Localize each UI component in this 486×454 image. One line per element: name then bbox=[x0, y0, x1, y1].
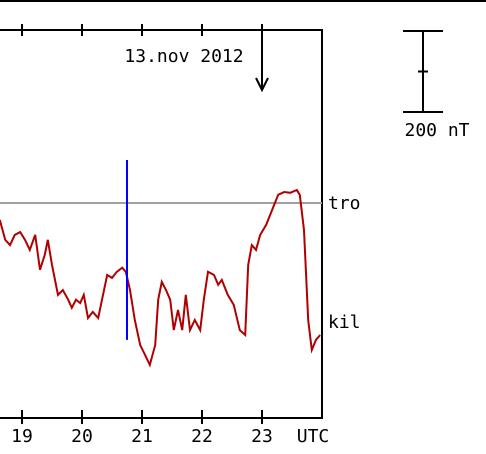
x-tick-label: 19 bbox=[11, 426, 33, 447]
arrow-head bbox=[255, 77, 269, 93]
x-tick-label: 22 bbox=[191, 426, 213, 447]
plot-frame bbox=[0, 29, 323, 419]
scale-bar-label: 200 nT bbox=[404, 120, 469, 141]
x-tick-label: 20 bbox=[71, 426, 93, 447]
x-tick-label: 23 bbox=[251, 426, 273, 447]
reference-label: tro bbox=[328, 193, 361, 214]
x-tick-label: 21 bbox=[131, 426, 153, 447]
date-label: 13.nov 2012 bbox=[124, 46, 243, 67]
x-unit-label: UTC bbox=[297, 426, 330, 447]
series-line bbox=[0, 188, 321, 368]
series-label: kil bbox=[328, 312, 361, 333]
